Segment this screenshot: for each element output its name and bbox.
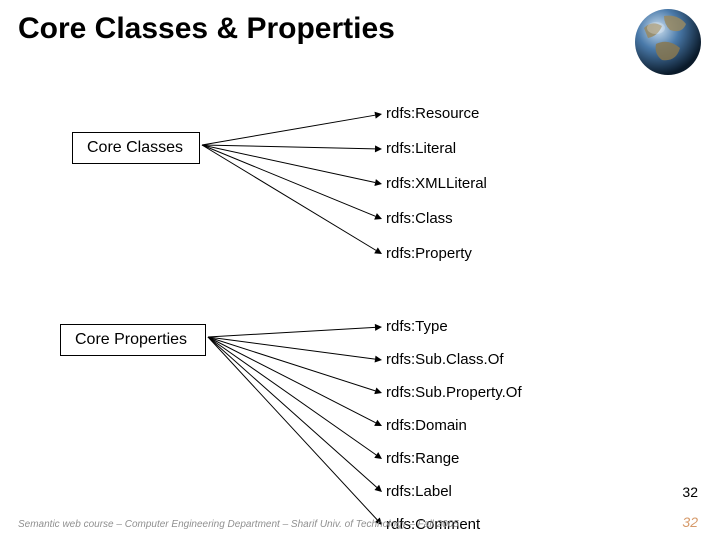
rdfs-term: rdfs:Sub.Property.Of <box>386 384 522 401</box>
rdfs-term: rdfs:Property <box>386 245 472 262</box>
page-number-bottom: 32 <box>682 514 698 530</box>
rdfs-term: rdfs:Label <box>386 483 452 500</box>
core-properties-box: Core Properties <box>60 324 206 356</box>
core-classes-box: Core Classes <box>72 132 200 164</box>
rdfs-term: rdfs:Sub.Class.Of <box>386 351 504 368</box>
connector-lines <box>0 0 720 540</box>
rdfs-term: rdfs:Resource <box>386 105 479 122</box>
rdfs-term: rdfs:Domain <box>386 417 467 434</box>
rdfs-term: rdfs:Type <box>386 318 448 335</box>
footer-text: Semantic web course – Computer Engineeri… <box>18 519 459 530</box>
slide-title: Core Classes & Properties <box>18 12 395 46</box>
rdfs-term: rdfs:XMLLiteral <box>386 175 487 192</box>
globe-icon <box>634 8 702 76</box>
rdfs-term: rdfs:Literal <box>386 140 456 157</box>
page-number: 32 <box>682 484 698 500</box>
rdfs-term: rdfs:Class <box>386 210 453 227</box>
rdfs-term: rdfs:Range <box>386 450 459 467</box>
